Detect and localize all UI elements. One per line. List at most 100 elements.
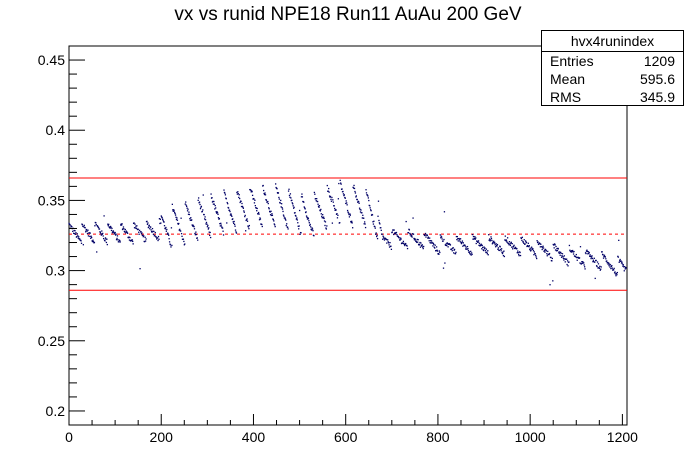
- data-point: [318, 205, 321, 207]
- data-point: [422, 246, 424, 248]
- data-point: [474, 236, 476, 238]
- data-point: [141, 232, 143, 234]
- data-point: [339, 179, 341, 182]
- data-point: [424, 232, 427, 235]
- data-point: [81, 224, 84, 226]
- data-point: [120, 223, 122, 225]
- data-point: [168, 241, 171, 243]
- data-point: [254, 199, 256, 201]
- data-point: [592, 259, 595, 261]
- data-point: [89, 232, 91, 234]
- data-point: [478, 242, 481, 244]
- data-point: [485, 251, 487, 254]
- data-point: [591, 257, 594, 260]
- data-point: [405, 220, 407, 223]
- data-point: [572, 253, 575, 255]
- data-point: [83, 224, 85, 227]
- data-point: [241, 202, 243, 205]
- data-point: [154, 234, 156, 237]
- data-point: [423, 245, 425, 248]
- data-point: [174, 211, 176, 214]
- data-point: [458, 237, 460, 240]
- data-point: [544, 248, 547, 251]
- data-point: [289, 196, 291, 198]
- data-point: [300, 232, 302, 234]
- data-point: [113, 231, 115, 234]
- data-point: [188, 211, 190, 213]
- data-point: [150, 226, 152, 228]
- data-point: [197, 239, 199, 241]
- data-point: [465, 246, 467, 248]
- data-point: [527, 245, 529, 247]
- data-point: [338, 182, 340, 185]
- data-point: [145, 238, 147, 240]
- data-point: [95, 222, 97, 224]
- data-point: [366, 194, 369, 196]
- data-point: [428, 237, 430, 239]
- data-point: [80, 240, 82, 242]
- data-point: [395, 231, 398, 234]
- data-point: [441, 236, 443, 238]
- data-point: [516, 252, 518, 254]
- data-point: [313, 191, 316, 194]
- data-point: [374, 225, 376, 228]
- data-point: [520, 237, 523, 240]
- data-point: [270, 214, 273, 217]
- data-point: [273, 220, 275, 222]
- data-point: [614, 271, 616, 273]
- data-point: [432, 242, 435, 244]
- data-point: [280, 206, 282, 208]
- data-point: [355, 196, 357, 198]
- data-point: [438, 250, 441, 252]
- data-point: [271, 213, 273, 215]
- data-point: [116, 237, 118, 240]
- data-point: [583, 264, 585, 266]
- data-point: [299, 233, 301, 235]
- data-point: [370, 210, 372, 212]
- data-point: [397, 235, 399, 238]
- data-point: [495, 243, 497, 245]
- data-point: [585, 252, 587, 255]
- data-point: [218, 217, 221, 220]
- data-point: [335, 209, 337, 211]
- data-point: [268, 208, 270, 210]
- data-point: [369, 207, 371, 209]
- data-point: [568, 261, 570, 263]
- data-point: [248, 228, 250, 230]
- data-point: [451, 248, 453, 250]
- data-point: [334, 207, 336, 210]
- data-point: [471, 233, 474, 236]
- data-point: [509, 244, 512, 247]
- data-point: [156, 237, 159, 239]
- data-point: [294, 214, 297, 217]
- data-point: [101, 233, 103, 235]
- data-point: [442, 240, 444, 242]
- data-point: [566, 260, 569, 262]
- data-point: [390, 248, 393, 250]
- data-point: [239, 201, 241, 204]
- data-point: [483, 246, 485, 248]
- data-point: [486, 253, 488, 255]
- data-point: [209, 231, 211, 234]
- data-point: [170, 227, 173, 229]
- data-point: [103, 215, 105, 217]
- data-point: [451, 250, 453, 252]
- data-point: [565, 258, 568, 260]
- data-point: [107, 223, 109, 225]
- data-point: [591, 255, 593, 257]
- data-point: [499, 246, 501, 248]
- data-point: [73, 232, 75, 234]
- data-point: [622, 264, 625, 266]
- data-point: [89, 235, 91, 238]
- data-point: [614, 273, 617, 275]
- data-point: [102, 237, 105, 240]
- data-point: [488, 239, 490, 241]
- data-point: [239, 197, 241, 200]
- data-point: [114, 231, 116, 234]
- data-point: [346, 204, 348, 206]
- data-point: [482, 246, 484, 249]
- data-point: [439, 251, 441, 254]
- data-point: [124, 231, 126, 233]
- data-point: [167, 232, 169, 234]
